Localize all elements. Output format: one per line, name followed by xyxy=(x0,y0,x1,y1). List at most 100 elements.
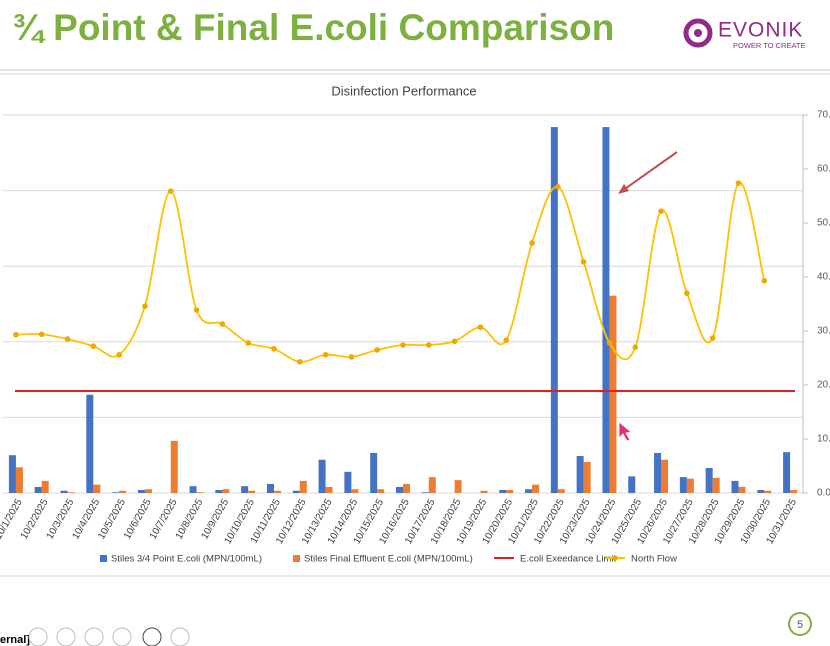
flow-point xyxy=(761,277,768,284)
flow-point xyxy=(142,303,148,309)
logo-mark-dot xyxy=(694,29,702,37)
bar xyxy=(318,459,326,493)
bar xyxy=(222,489,230,493)
bar xyxy=(421,492,429,493)
flow-point xyxy=(735,180,742,186)
bar xyxy=(273,490,281,493)
y2-tick-label: 30.0 xyxy=(817,326,830,337)
flow-point xyxy=(503,337,510,343)
bar xyxy=(93,484,101,493)
flow-point xyxy=(684,290,690,297)
flow-point xyxy=(580,259,587,265)
page-number: 5 xyxy=(797,619,803,631)
bar xyxy=(396,486,403,493)
logo: EVONIK xyxy=(718,19,803,42)
chart-title: Disinfection Performance xyxy=(331,83,476,98)
y2-tick-label: 70.0 xyxy=(817,110,830,121)
bar xyxy=(602,127,610,493)
bar xyxy=(661,459,669,493)
bar xyxy=(738,486,746,493)
legend-label: Stiles Final Effluent E.coli (MPN/100mL) xyxy=(304,554,473,565)
flow-point xyxy=(555,184,561,190)
toolbar xyxy=(28,627,190,646)
bar xyxy=(112,492,120,493)
flow-point xyxy=(374,347,380,353)
y2-tick-label: 20.0 xyxy=(817,380,830,391)
annotation-arrow xyxy=(621,151,678,192)
flow-point xyxy=(64,336,71,342)
bar xyxy=(248,490,256,493)
flow-point xyxy=(296,358,303,365)
bar xyxy=(377,489,385,493)
flow-point xyxy=(219,321,226,327)
bar xyxy=(557,489,565,493)
legend-swatch xyxy=(100,555,107,562)
bar xyxy=(550,127,558,493)
bar xyxy=(266,483,274,493)
bar xyxy=(654,452,662,493)
bar xyxy=(8,455,16,493)
bar xyxy=(679,477,687,493)
bar xyxy=(67,492,75,493)
bar xyxy=(137,489,145,493)
bar xyxy=(170,440,178,493)
y2-tick-label: 10.0 xyxy=(817,434,830,445)
legend-label: North Flow xyxy=(631,554,677,565)
flow-point xyxy=(322,351,329,358)
bar xyxy=(189,486,197,493)
bar xyxy=(215,489,223,493)
logo-mark xyxy=(683,18,713,48)
legend-label: E.coli Exeedance Limit xyxy=(520,554,616,565)
cursor xyxy=(618,421,632,442)
bar xyxy=(757,489,765,493)
legend-label: Stiles 3/4 Point E.coli (MPN/100mL) xyxy=(111,554,262,565)
bar xyxy=(86,394,94,493)
bar xyxy=(790,489,798,493)
bar xyxy=(351,489,359,493)
bar xyxy=(499,489,507,493)
page-badge xyxy=(788,612,812,636)
slide-title: ¾ Point & Final E.coli Comparison xyxy=(12,7,614,48)
bar xyxy=(15,467,23,493)
bar xyxy=(576,455,584,493)
bar xyxy=(41,480,49,493)
bar xyxy=(583,462,591,493)
logo-tagline: POWER TO CREATE xyxy=(733,41,806,50)
plot: 0.010.020.030.040.050.060.070.010/1/2025… xyxy=(0,110,830,565)
footer-tag: ernal] xyxy=(0,634,30,646)
bar xyxy=(144,489,152,493)
y2-tick-label: 50.0 xyxy=(817,218,830,229)
bar xyxy=(686,478,694,493)
chart-frame xyxy=(0,73,830,577)
flow-point xyxy=(451,338,458,345)
bar xyxy=(712,477,720,493)
flow-point xyxy=(245,340,251,346)
flow-point xyxy=(709,335,716,341)
bar xyxy=(532,484,540,493)
bar xyxy=(454,480,462,493)
bar xyxy=(783,452,791,493)
y2-tick-label: 40.0 xyxy=(817,272,830,283)
legend-swatch xyxy=(293,555,300,562)
bar xyxy=(292,490,300,493)
bar xyxy=(34,486,42,493)
flow-point xyxy=(529,240,535,246)
flow-point xyxy=(658,208,664,214)
legend-swatch-dot xyxy=(612,555,618,561)
flow-point xyxy=(348,354,355,360)
bar xyxy=(119,490,127,493)
bar xyxy=(370,452,378,493)
flow-point xyxy=(632,344,639,351)
bar xyxy=(506,489,514,493)
bar xyxy=(731,480,739,493)
bar xyxy=(480,490,488,493)
bar xyxy=(609,295,617,493)
bar xyxy=(299,480,307,493)
bar xyxy=(196,492,204,493)
flow-point xyxy=(193,307,200,313)
flow-point xyxy=(167,188,174,194)
bar xyxy=(241,486,249,493)
annotation-arrowhead xyxy=(618,184,629,194)
flow-point xyxy=(38,331,45,338)
flow-point xyxy=(13,331,19,338)
